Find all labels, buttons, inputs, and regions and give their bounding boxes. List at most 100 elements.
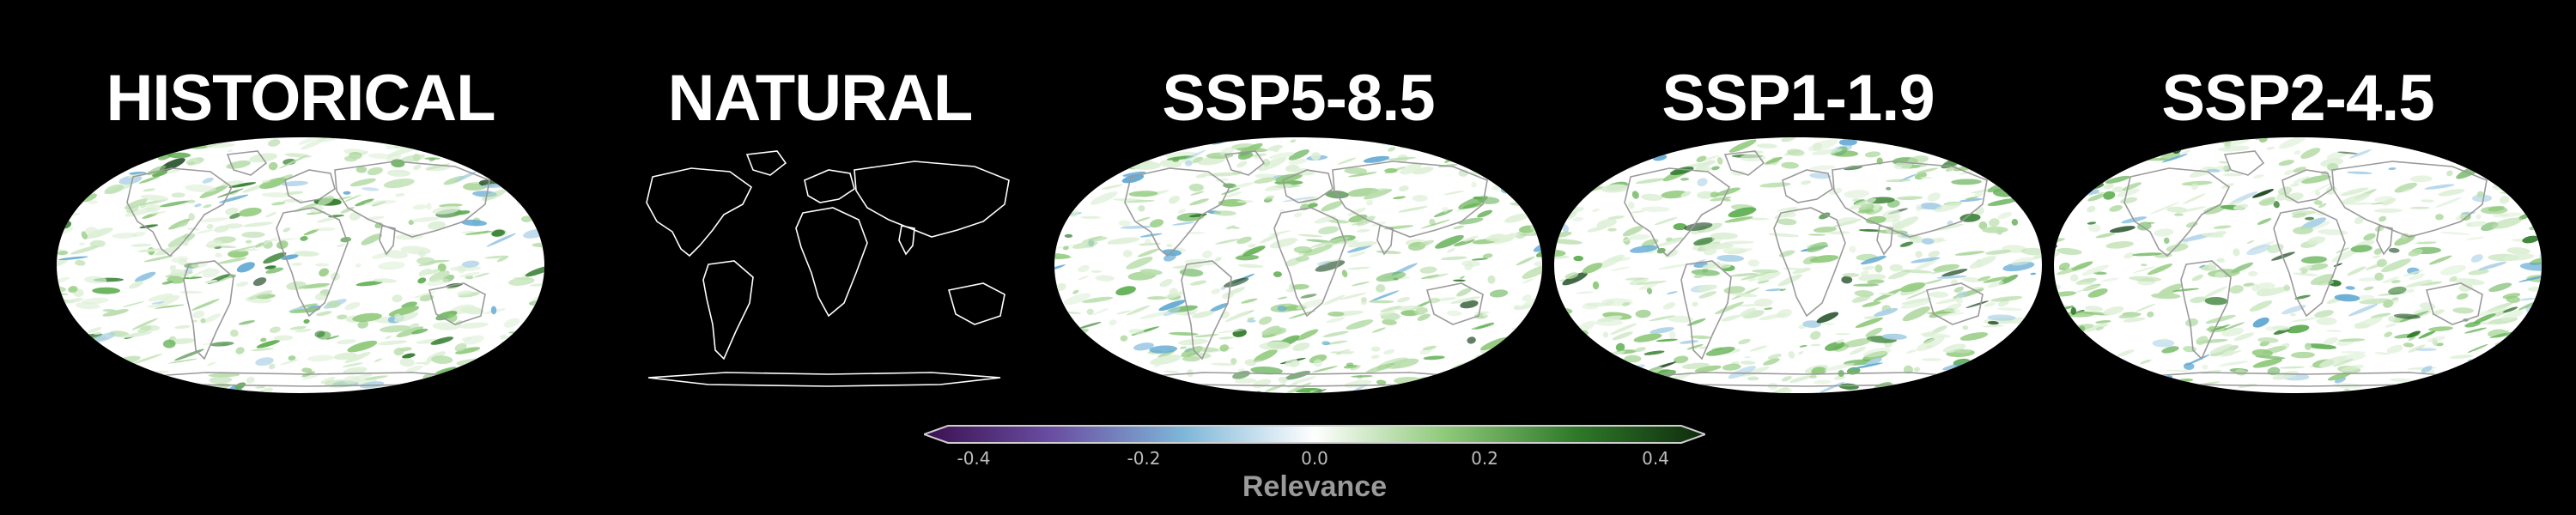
relevance-patch xyxy=(316,311,332,317)
coastline xyxy=(1273,207,1346,318)
relevance-patch xyxy=(2506,246,2530,255)
relevance-patch xyxy=(1376,379,1387,385)
relevance-patch xyxy=(270,201,286,206)
relevance-patch xyxy=(2334,294,2360,302)
relevance-patch xyxy=(2190,183,2199,191)
relevance-patch xyxy=(1811,367,1827,375)
relevance-patch xyxy=(261,179,271,183)
relevance-patch xyxy=(1054,264,1066,273)
relevance-patch xyxy=(395,192,405,197)
relevance-patch xyxy=(1850,198,1877,210)
relevance-patch xyxy=(243,221,274,227)
relevance-patch xyxy=(65,298,83,304)
relevance-patch xyxy=(1399,185,1409,192)
relevance-patch xyxy=(2183,362,2195,371)
relevance-patch xyxy=(1292,342,1310,352)
relevance-patch xyxy=(1801,180,1812,185)
relevance-patch xyxy=(1811,148,1843,155)
coastline xyxy=(1425,282,1484,325)
relevance-patch xyxy=(2289,183,2300,187)
relevance-patch xyxy=(94,331,102,336)
relevance-patch xyxy=(216,188,244,198)
relevance-patch xyxy=(1078,264,1090,273)
relevance-patch xyxy=(298,282,331,289)
relevance-patch xyxy=(1836,217,1858,226)
relevance-patch xyxy=(2202,364,2208,370)
relevance-patch xyxy=(510,342,528,350)
coastline xyxy=(898,225,915,256)
relevance-patch xyxy=(1668,315,1694,323)
relevance-patch xyxy=(2332,358,2354,367)
relevance-patch xyxy=(1262,159,1271,167)
relevance-patch xyxy=(1989,218,2000,227)
relevance-patch xyxy=(1862,348,1892,358)
relevance-patch xyxy=(206,239,223,249)
relevance-patch xyxy=(1930,265,1960,275)
relevance-patch xyxy=(1127,305,1151,316)
relevance-patch xyxy=(1693,274,1704,279)
relevance-patch xyxy=(2370,312,2391,318)
relevance-patch xyxy=(536,384,544,391)
relevance-patch xyxy=(1564,272,1579,280)
relevance-patch xyxy=(1169,288,1178,297)
relevance-patch xyxy=(1463,235,1479,242)
relevance-patch xyxy=(1516,256,1535,266)
relevance-patch xyxy=(1562,224,1570,233)
relevance-patch xyxy=(143,143,164,154)
relevance-patch xyxy=(2095,360,2107,366)
relevance-patch xyxy=(1215,239,1240,245)
relevance-patch xyxy=(2293,226,2314,235)
relevance-patch xyxy=(1467,336,1476,344)
relevance-patch xyxy=(1922,238,1935,245)
relevance-patch xyxy=(102,309,116,312)
relevance-patch xyxy=(401,301,417,309)
relevance-patch xyxy=(2537,338,2542,347)
relevance-patch xyxy=(2458,283,2473,292)
relevance-patch xyxy=(1640,206,1670,212)
relevance-patch xyxy=(1456,288,1472,297)
relevance-patch xyxy=(1298,389,1327,393)
relevance-patch xyxy=(2373,208,2403,214)
relevance-patch xyxy=(1522,390,1528,393)
relevance-patch xyxy=(2234,369,2247,376)
relevance-patch xyxy=(2363,286,2374,291)
relevance-patch xyxy=(94,383,104,391)
relevance-patch xyxy=(1072,289,1079,294)
relevance-patch xyxy=(2094,360,2123,370)
relevance-patch xyxy=(1317,260,1331,266)
relevance-patch xyxy=(404,143,434,148)
relevance-patch xyxy=(2095,326,2104,331)
relevance-patch xyxy=(1741,367,1770,377)
relevance-patch xyxy=(1572,216,1584,221)
relevance-patch xyxy=(2450,376,2473,385)
coastline xyxy=(284,169,336,203)
relevance-patch xyxy=(2273,201,2280,209)
relevance-patch xyxy=(1420,219,1450,229)
relevance-patch xyxy=(1936,275,1967,279)
relevance-patch xyxy=(1697,284,1717,292)
relevance-patch xyxy=(1764,307,1773,310)
relevance-patch xyxy=(1146,296,1167,300)
relevance-patch xyxy=(2070,285,2099,294)
relevance-patch xyxy=(1352,384,1368,392)
relevance-patch xyxy=(2119,392,2135,393)
relevance-patch xyxy=(1887,270,1911,280)
relevance-patch xyxy=(1215,179,1230,182)
relevance-patch xyxy=(155,304,185,309)
relevance-patch xyxy=(1765,156,1783,165)
relevance-patch xyxy=(2428,326,2453,331)
relevance-patch xyxy=(202,177,214,184)
relevance-patch xyxy=(2431,309,2445,316)
relevance-patch xyxy=(1777,308,1792,318)
relevance-patch xyxy=(2207,168,2221,173)
relevance-patch xyxy=(399,358,415,367)
relevance-patch xyxy=(1511,326,1539,333)
relevance-patch xyxy=(2386,345,2403,354)
relevance-patch xyxy=(1744,355,1752,359)
relevance-patch xyxy=(1662,302,1676,310)
relevance-patch xyxy=(1651,380,1678,390)
relevance-patch xyxy=(1590,351,1620,360)
relevance-patch xyxy=(2054,213,2065,220)
relevance-patch xyxy=(1288,158,1308,165)
relevance-patch xyxy=(2435,376,2452,381)
